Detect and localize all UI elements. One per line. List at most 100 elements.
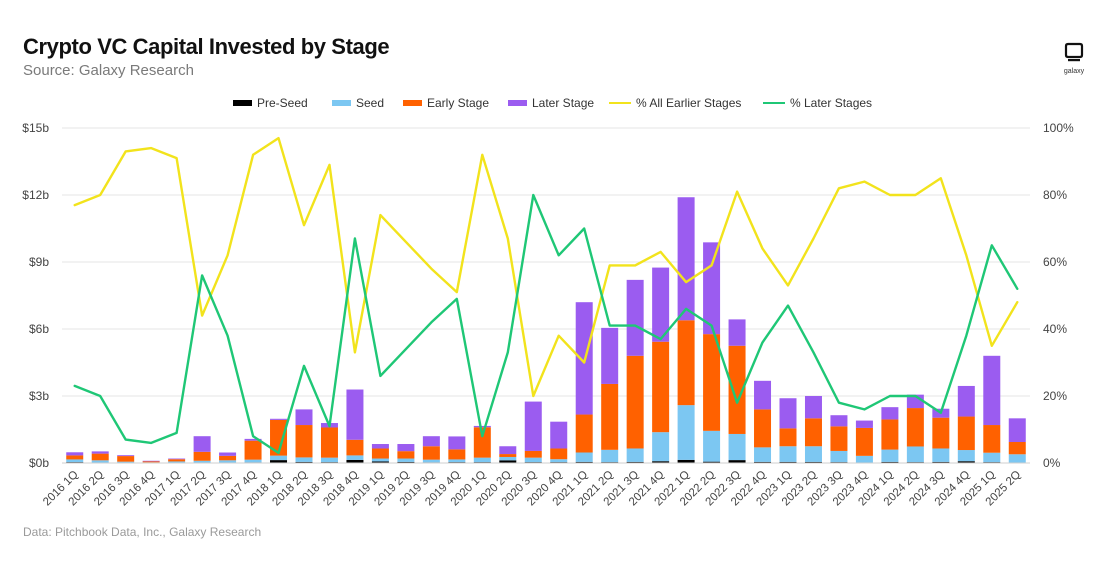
- bar-later-stage: [881, 407, 899, 420]
- bar-preseed: [397, 461, 415, 463]
- right-axis-tick-label: 0%: [1043, 456, 1061, 470]
- legend-later-stage: Later Stage: [508, 96, 594, 110]
- bar-seed: [754, 447, 772, 462]
- bar-later-stage: [91, 451, 109, 454]
- bar-preseed: [346, 459, 364, 463]
- bar-seed: [932, 448, 950, 462]
- bar-early-stage: [524, 450, 542, 458]
- legend-label: % Later Stages: [790, 96, 873, 110]
- bar-later-stage: [397, 444, 415, 452]
- bar-later-stage: [550, 421, 568, 449]
- line-pct-earlier-stages: [73, 136, 1019, 398]
- left-axis-tick-label: $6b: [29, 322, 49, 336]
- bar-early-stage: [728, 345, 746, 434]
- bar-early-stage: [117, 456, 135, 462]
- legend-swatch: [609, 101, 631, 104]
- bar-preseed: [270, 460, 288, 463]
- bar-later-stage: [804, 396, 822, 419]
- bar-seed: [270, 455, 288, 461]
- legend-swatch: [403, 99, 422, 106]
- legend-label: Pre-Seed: [257, 96, 308, 110]
- bar-early-stage: [346, 439, 364, 456]
- bar-early-stage: [448, 449, 466, 460]
- bar-seed: [219, 460, 237, 463]
- bar-seed: [320, 457, 338, 463]
- bar-seed: [448, 459, 466, 463]
- bar-later-stage: [473, 425, 491, 428]
- bar-seed: [626, 448, 644, 462]
- bar-later-stage: [142, 460, 160, 462]
- bar-seed: [906, 446, 924, 463]
- bar-early-stage: [830, 426, 848, 451]
- bar-seed: [295, 457, 313, 462]
- right-axis-tick-label: 60%: [1043, 255, 1067, 269]
- bar-later-stage: [855, 420, 873, 428]
- bar-preseed: [295, 461, 313, 463]
- bar-early-stage: [397, 451, 415, 459]
- bar-early-stage: [881, 419, 899, 450]
- chart-title: Crypto VC Capital Invested by Stage: [23, 34, 390, 59]
- bar-early-stage: [855, 427, 873, 456]
- bar-preseed: [754, 461, 772, 463]
- bar-early-stage: [422, 446, 440, 460]
- bar-seed: [677, 405, 695, 460]
- bar-later-stage: [1008, 418, 1026, 443]
- bar-early-stage: [601, 383, 619, 450]
- bar-later-stage: [346, 389, 364, 440]
- bar-early-stage: [219, 455, 237, 461]
- bar-early-stage: [703, 334, 721, 431]
- legend-pct-later-stages: % Later Stages: [763, 96, 872, 110]
- bar-seed: [117, 461, 135, 463]
- bar-later-stage: [244, 438, 262, 441]
- bar-later-stage: [601, 327, 619, 384]
- bar-early-stage: [193, 451, 211, 461]
- bar-seed: [703, 430, 721, 462]
- bar-preseed: [652, 461, 670, 463]
- bar-early-stage: [983, 425, 1001, 453]
- bar-preseed: [728, 460, 746, 463]
- legend-pct-earlier-stages: % All Earlier Stages: [609, 96, 741, 110]
- bar-seed: [473, 457, 491, 463]
- bar-seed: [371, 458, 389, 462]
- galaxy-logo: galaxy: [1061, 42, 1087, 75]
- bar-seed: [168, 461, 186, 463]
- bar-preseed: [677, 459, 695, 463]
- bar-seed: [601, 449, 619, 463]
- bar-early-stage: [1008, 442, 1026, 455]
- bar-later-stage: [295, 409, 313, 426]
- bar-seed: [422, 459, 440, 463]
- bar-preseed: [957, 461, 975, 463]
- bar-later-stage: [957, 385, 975, 417]
- bar-seed: [881, 449, 899, 462]
- bar-early-stage: [244, 440, 262, 460]
- bar-seed: [193, 460, 211, 463]
- bar-preseed: [371, 461, 389, 463]
- bar-early-stage: [320, 427, 338, 458]
- legend-swatch: [233, 99, 252, 106]
- bar-early-stage: [550, 448, 568, 460]
- left-axis-tick-label: $15b: [22, 121, 49, 135]
- legend-seed: Seed: [332, 96, 384, 110]
- line-pct-later-stages: [73, 193, 1019, 455]
- bar-later-stage: [193, 436, 211, 452]
- right-axis-tick-label: 40%: [1043, 322, 1067, 336]
- bar-seed: [779, 446, 797, 462]
- bar-early-stage: [677, 320, 695, 406]
- bar-seed: [983, 452, 1001, 463]
- bar-seed: [397, 458, 415, 462]
- legend-label: % All Earlier Stages: [636, 96, 742, 110]
- bar-later-stage: [66, 452, 84, 456]
- bar-early-stage: [652, 341, 670, 433]
- bar-preseed: [499, 460, 517, 463]
- bar-later-stage: [117, 455, 135, 457]
- bar-later-stage: [983, 355, 1001, 426]
- legend-label: Early Stage: [427, 96, 490, 110]
- bar-early-stage: [906, 408, 924, 447]
- bar-early-stage: [499, 454, 517, 457]
- bar-preseed: [881, 461, 899, 463]
- galaxy-logo-icon: [1064, 42, 1084, 62]
- bar-seed: [804, 446, 822, 462]
- left-axis-tick-label: $9b: [29, 255, 49, 269]
- bar-later-stage: [422, 436, 440, 447]
- bar-later-stage: [779, 398, 797, 429]
